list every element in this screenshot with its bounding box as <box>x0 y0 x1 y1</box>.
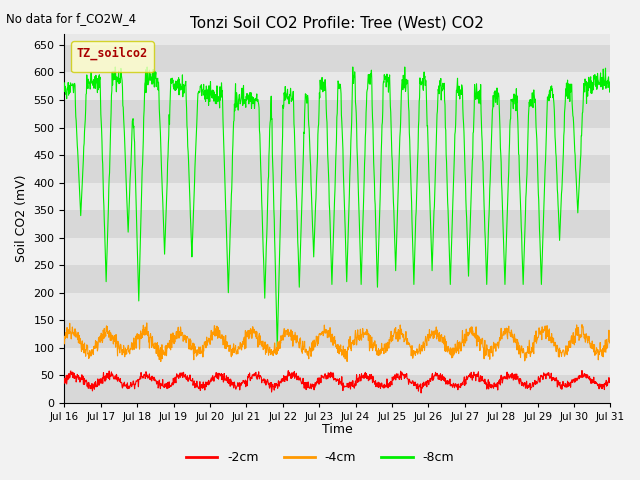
Text: No data for f_CO2W_4: No data for f_CO2W_4 <box>6 12 136 25</box>
Bar <box>65 320 611 348</box>
Bar <box>65 182 611 210</box>
Y-axis label: Soil CO2 (mV): Soil CO2 (mV) <box>15 175 28 262</box>
Bar <box>65 375 611 403</box>
Legend: -2cm, -4cm, -8cm: -2cm, -4cm, -8cm <box>181 446 459 469</box>
Bar <box>65 72 611 100</box>
Bar <box>65 128 611 155</box>
Bar <box>65 45 611 72</box>
Bar <box>65 100 611 128</box>
Bar <box>65 210 611 238</box>
Bar <box>65 293 611 320</box>
Bar <box>65 265 611 293</box>
Title: Tonzi Soil CO2 Profile: Tree (West) CO2: Tonzi Soil CO2 Profile: Tree (West) CO2 <box>191 15 484 30</box>
Bar <box>65 348 611 375</box>
X-axis label: Time: Time <box>322 423 353 436</box>
Bar <box>65 238 611 265</box>
Bar <box>65 155 611 182</box>
Legend:  <box>71 41 154 72</box>
